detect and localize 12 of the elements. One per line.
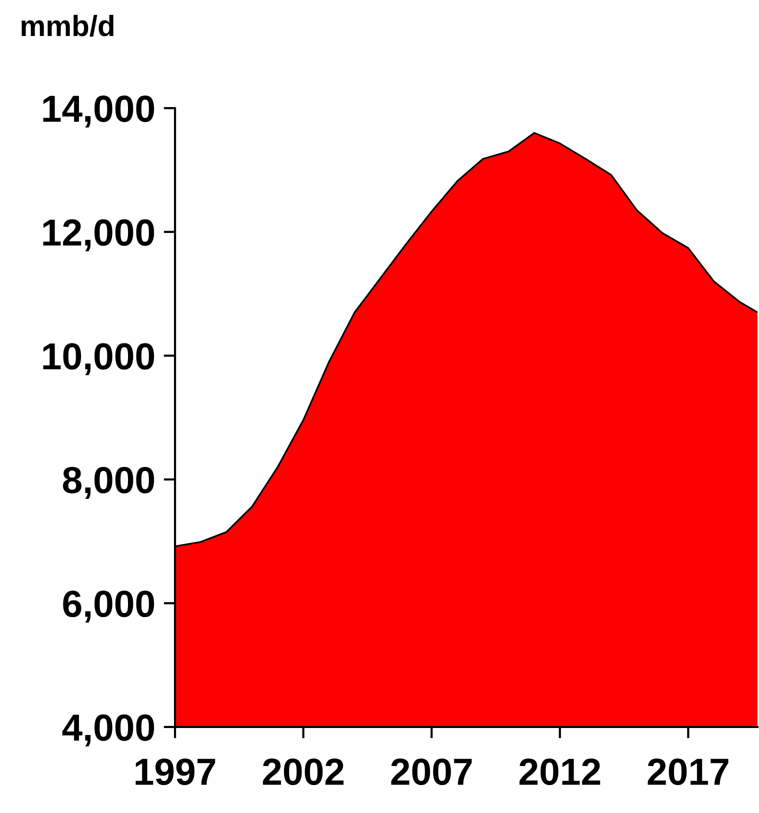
y-tick-label: 12,000: [43, 219, 154, 252]
y-tick-label: 6,000: [63, 590, 154, 623]
y-tick-label: 8,000: [62, 466, 154, 499]
x-tick-label: 2002: [262, 758, 344, 786]
y-tick-label: 14,000: [43, 96, 154, 128]
x-tick-label: 2017: [648, 758, 728, 786]
x-tick-label: 2007: [391, 758, 472, 786]
y-tick-label: 10,000: [43, 343, 154, 376]
y-tick-label: 4,000: [62, 714, 154, 746]
x-tick-label: 2012: [520, 758, 600, 786]
y-axis-title: mmb/d: [22, 14, 114, 37]
x-tick-label: 1997: [136, 758, 216, 786]
